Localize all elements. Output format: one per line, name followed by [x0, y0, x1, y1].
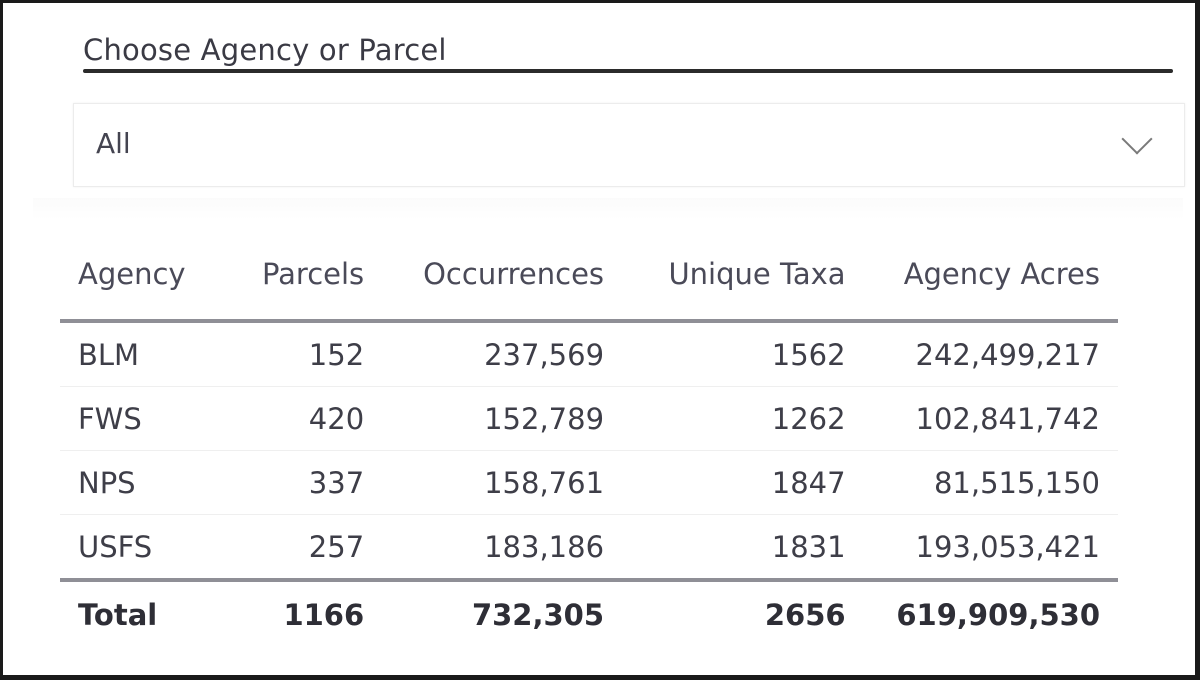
- dropdown-selected-value: All: [96, 127, 131, 160]
- cell-occurrences: 183,186: [382, 514, 623, 582]
- total-label: Total: [78, 598, 158, 632]
- total-agency-acres: 619,909,530: [896, 598, 1100, 632]
- cell-agency-acres: 102,841,742: [863, 386, 1118, 451]
- column-header-agency-acres[interactable]: Agency Acres: [863, 243, 1118, 323]
- cell-agency-acres: 242,499,217: [863, 321, 1118, 387]
- table-row[interactable]: FWS 420 152,789 1262 102,841,742: [60, 386, 1118, 451]
- cell-unique-taxa: 1562: [622, 321, 864, 387]
- cell-unique-taxa: 1831: [622, 514, 864, 582]
- total-parcels: 1166: [283, 598, 365, 632]
- column-header-occurrences[interactable]: Occurrences: [382, 243, 623, 323]
- visual-separator: [33, 198, 1183, 220]
- cell-parcels: 420: [221, 386, 383, 451]
- agency-summary-table: Agency Parcels Occurrences Unique Taxa A…: [60, 243, 1118, 648]
- cell-unique-taxa: 1262: [622, 386, 864, 451]
- column-header-parcels[interactable]: Parcels: [221, 243, 383, 323]
- cell-agency: USFS: [60, 514, 222, 582]
- table-header-row: Agency Parcels Occurrences Unique Taxa A…: [60, 243, 1118, 323]
- cell-occurrences: 152,789: [382, 386, 623, 451]
- report-visual-frame: Choose Agency or Parcel All Agency Parce…: [3, 3, 1195, 675]
- cell-agency-acres: 81,515,150: [863, 450, 1118, 515]
- cell-occurrences: 237,569: [382, 321, 623, 387]
- cell-agency: FWS: [60, 386, 222, 451]
- table-row[interactable]: BLM 152 237,569 1562 242,499,217: [60, 321, 1118, 387]
- table-row[interactable]: NPS 337 158,761 1847 81,515,150: [60, 450, 1118, 515]
- agency-parcel-dropdown[interactable]: All: [73, 103, 1185, 187]
- cell-parcels: 257: [221, 514, 383, 582]
- total-unique-taxa: 2656: [764, 598, 846, 632]
- cell-parcels: 152: [221, 321, 383, 387]
- slicer-title: Choose Agency or Parcel: [83, 33, 447, 67]
- table-row[interactable]: USFS 257 183,186 1831 193,053,421: [60, 514, 1118, 582]
- cell-unique-taxa: 1847: [622, 450, 864, 515]
- slicer-title-underline: [83, 69, 1173, 73]
- cell-agency: BLM: [60, 321, 222, 387]
- column-header-agency[interactable]: Agency: [60, 243, 222, 323]
- cell-agency-acres: 193,053,421: [863, 514, 1118, 582]
- cell-parcels: 337: [221, 450, 383, 515]
- cell-agency: NPS: [60, 450, 222, 515]
- cell-occurrences: 158,761: [382, 450, 623, 515]
- chevron-down-icon[interactable]: [1121, 123, 1153, 155]
- total-occurrences: 732,305: [471, 598, 605, 632]
- table-total-row: Total 1166 732,305 2656 619,909,530: [60, 580, 1118, 648]
- column-header-unique-taxa[interactable]: Unique Taxa: [622, 243, 864, 323]
